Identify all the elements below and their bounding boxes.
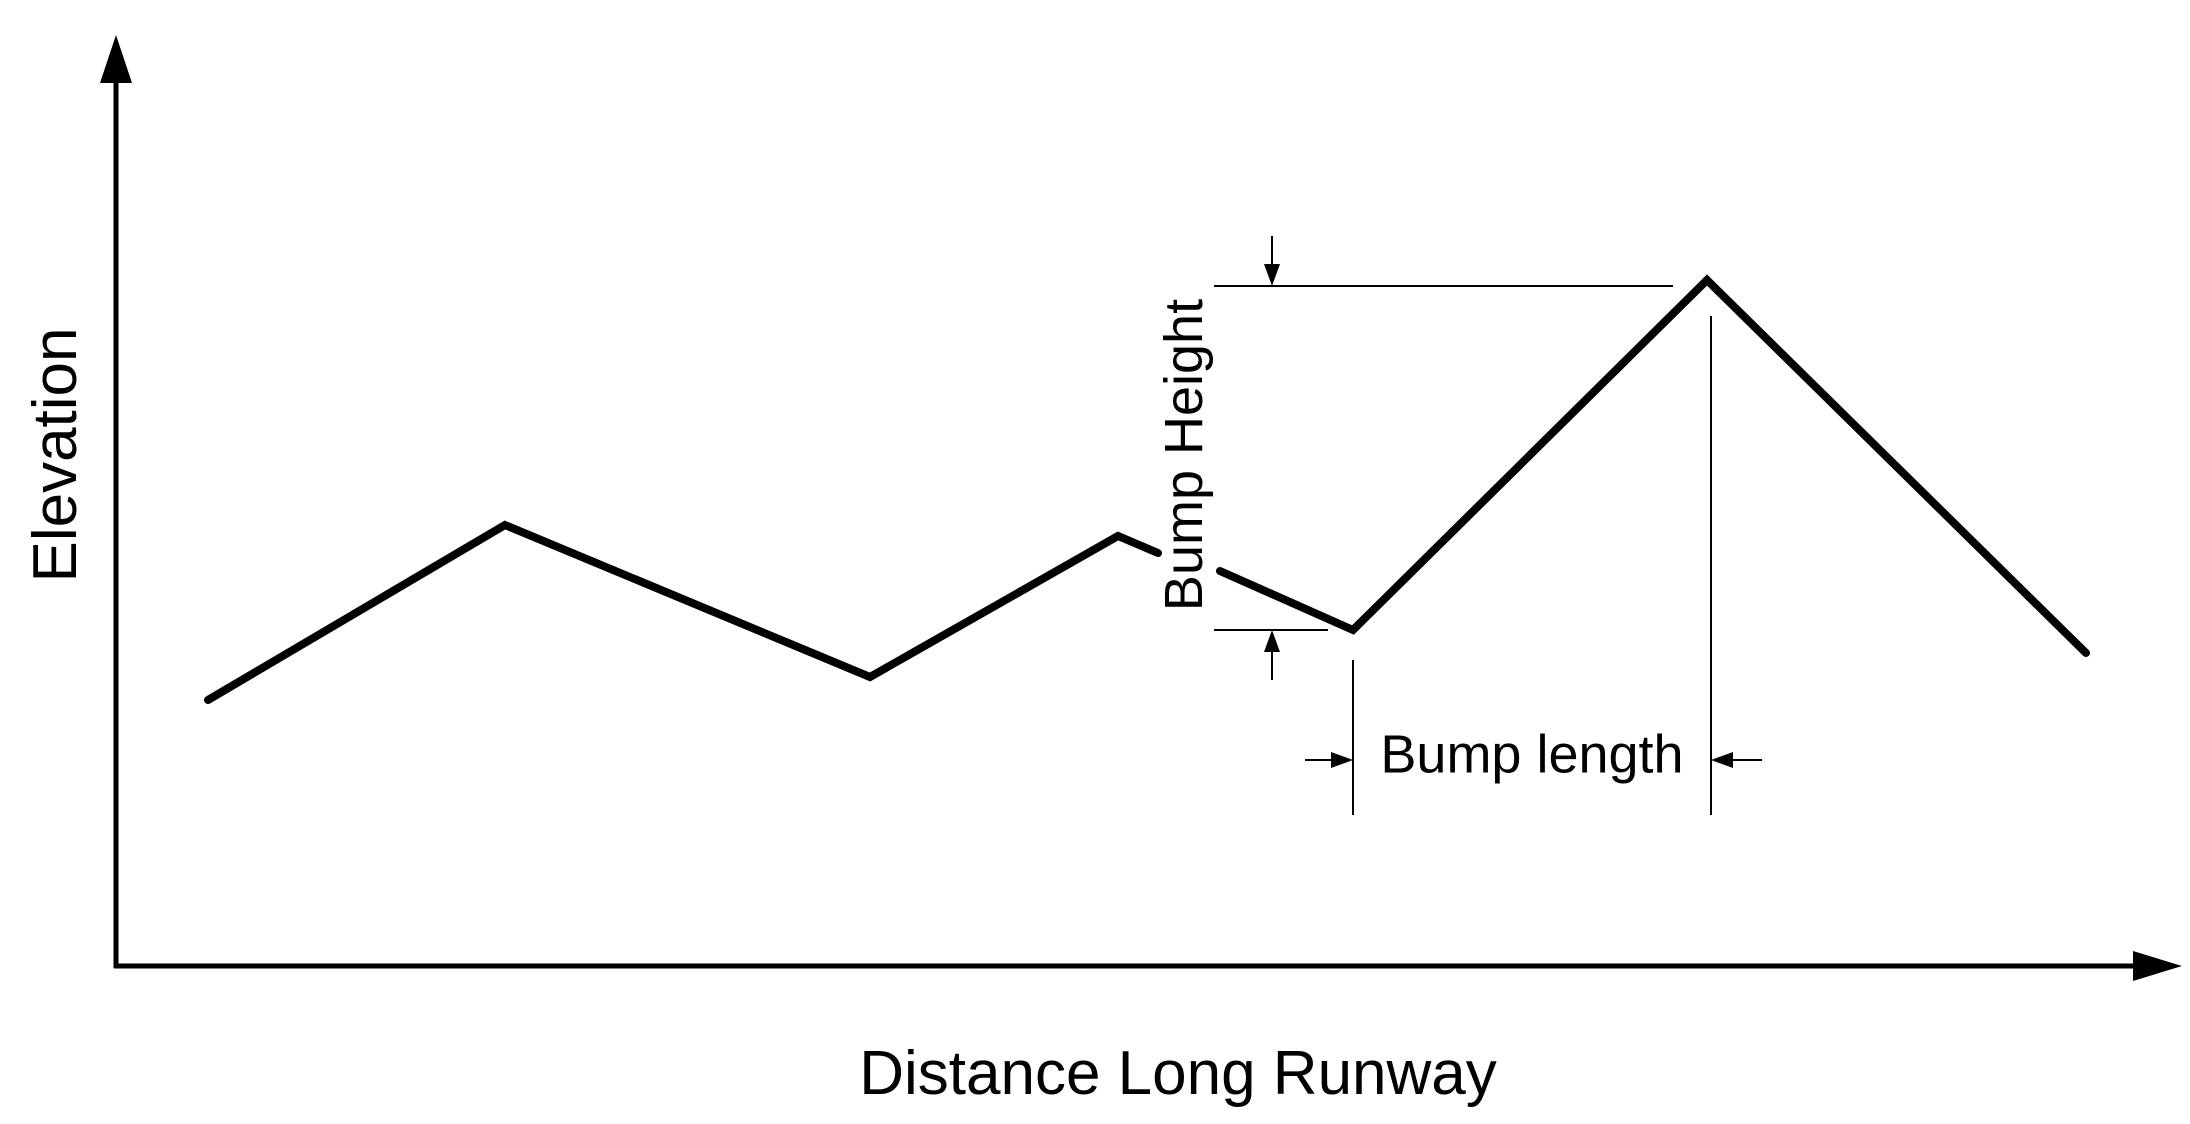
y-axis-label: Elevation (21, 327, 90, 582)
profile-segment-left (204, 520, 1162, 704)
x-axis-arrow-icon (2133, 951, 2182, 981)
bump-length-dimension: Bump length (1305, 316, 1762, 815)
profile-segment-right (1216, 274, 2090, 657)
x-axis (114, 951, 2182, 981)
y-axis (100, 35, 132, 968)
arrow-right-icon (1331, 752, 1353, 768)
bump-length-label: Bump length (1380, 724, 1683, 784)
bump-height-label: Bump Height (1154, 299, 1214, 611)
y-axis-arrow-icon (100, 35, 132, 83)
arrow-left-icon (1711, 752, 1733, 768)
arrow-down-icon (1264, 264, 1280, 286)
x-axis-label: Distance Long Runway (859, 1039, 1497, 1108)
bump-height-dimension: Bump Height (1154, 236, 1673, 680)
arrow-up-icon (1264, 630, 1280, 652)
elevation-profile (204, 274, 2090, 704)
